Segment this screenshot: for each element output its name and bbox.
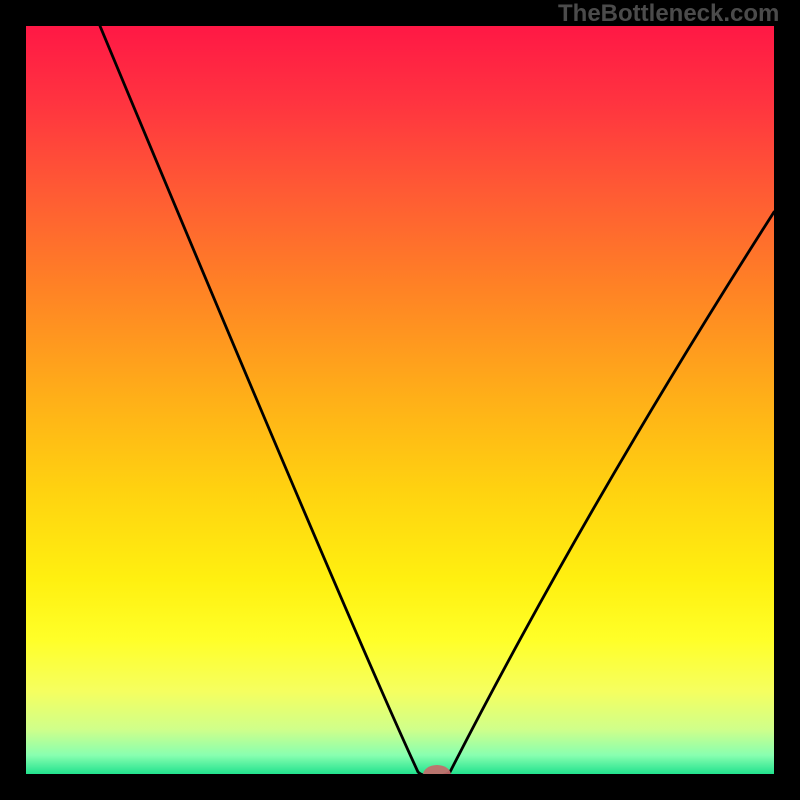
plot-area <box>26 26 774 774</box>
plot-svg <box>26 26 774 774</box>
watermark-text: TheBottleneck.com <box>558 0 779 28</box>
gradient-background <box>26 26 774 774</box>
